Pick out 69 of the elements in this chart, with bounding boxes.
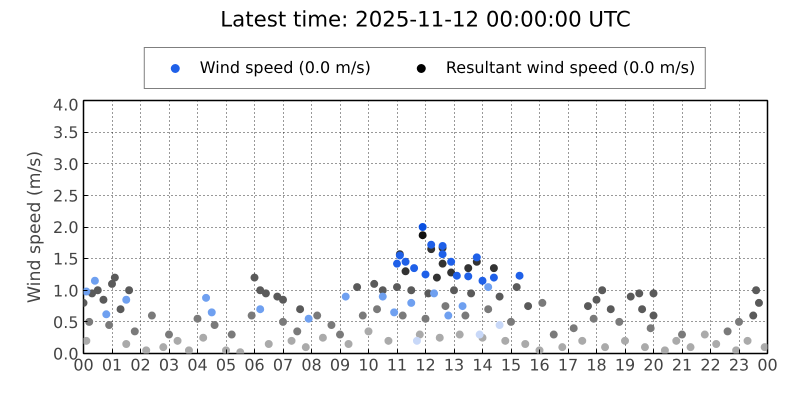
x-tick-label: 06	[244, 356, 265, 374]
point	[490, 274, 498, 282]
point	[447, 258, 456, 266]
point	[256, 305, 264, 314]
point	[304, 314, 313, 323]
y-tick-label: 2.0	[53, 218, 79, 237]
x-tick-label: 15	[500, 356, 522, 374]
point	[208, 308, 216, 316]
x-tick-label: 19	[614, 356, 636, 374]
y-tick-label: 4.0	[53, 96, 79, 114]
x-tick-label: 22	[700, 356, 721, 374]
x-tick-label: 03	[158, 356, 180, 374]
x-tick-label: 00	[757, 356, 778, 374]
y-tick-label: 0.5	[53, 312, 79, 332]
point	[378, 292, 387, 301]
point	[458, 302, 467, 310]
x-tick-label: 13	[444, 356, 464, 374]
point	[418, 223, 427, 231]
point	[438, 250, 447, 258]
point	[478, 276, 486, 285]
point	[122, 296, 130, 304]
point	[393, 260, 401, 268]
x-tick-label: 05	[216, 356, 236, 374]
x-tick-label: 18	[586, 356, 607, 374]
point	[472, 253, 481, 262]
x-tick-label: 21	[672, 356, 692, 374]
point	[430, 289, 438, 298]
x-tick-label: 09	[330, 356, 350, 374]
x-tick-label: 04	[187, 356, 208, 374]
legend-label: Wind speed (0.0 m/s)	[200, 58, 371, 77]
x-tick-label: 23	[728, 356, 750, 374]
point	[444, 312, 452, 320]
point	[342, 292, 350, 301]
x-tick-label: 08	[301, 356, 322, 374]
x-tick-label: 01	[102, 356, 122, 374]
point	[90, 276, 99, 285]
point	[407, 298, 416, 307]
x-tick-label: 20	[643, 356, 664, 374]
text: Resultant wind speed (0.0 m/s)	[446, 58, 696, 77]
point	[402, 258, 410, 266]
x-tick-label: 14	[472, 356, 493, 374]
chart-title: Latest time: 2025-11-12 00:00:00 UTC	[220, 8, 631, 32]
point	[516, 272, 524, 280]
x-tick-label: 10	[358, 356, 379, 374]
point	[496, 321, 504, 330]
point	[464, 272, 472, 280]
y-tick-label: 3.5	[53, 123, 79, 142]
y-tick-label: 2.5	[53, 186, 79, 206]
y-tick-label: 3.0	[53, 154, 79, 174]
y-axis-title: Wind speed (m/s)	[25, 150, 46, 304]
point	[422, 270, 430, 278]
point	[390, 308, 398, 316]
x-tick-label: 12	[415, 356, 436, 374]
x-tick-label: 11	[386, 356, 408, 374]
x-tick-label: 17	[558, 356, 578, 374]
y-tick-label: 1.0	[53, 281, 79, 300]
point	[476, 330, 484, 339]
point	[452, 272, 461, 280]
point	[412, 336, 421, 345]
point	[427, 240, 436, 249]
point	[410, 264, 418, 272]
x-tick-label: 16	[529, 356, 550, 374]
x-tick-label: 07	[272, 356, 294, 374]
point	[102, 310, 110, 318]
y-tick-label: 1.5	[53, 250, 79, 269]
point	[84, 288, 90, 296]
x-tick-label: 02	[130, 356, 151, 374]
point	[202, 294, 210, 302]
point	[484, 283, 492, 292]
